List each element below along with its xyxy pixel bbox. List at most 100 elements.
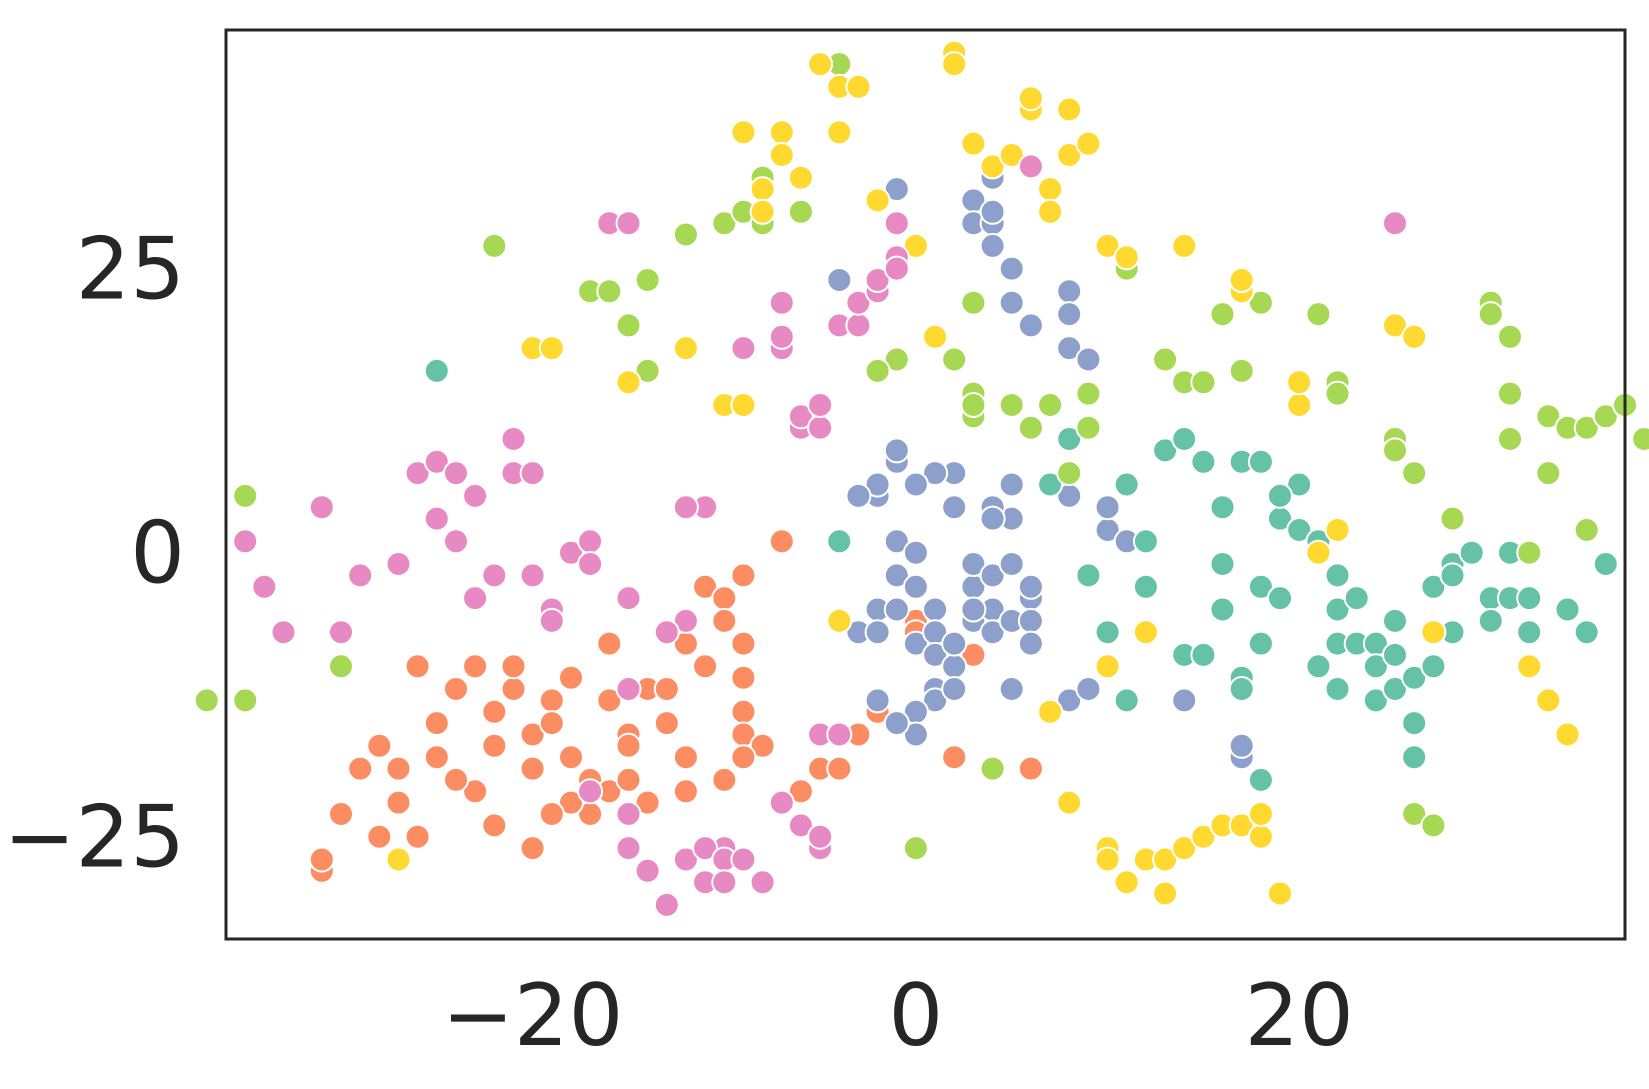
data-point [1056, 789, 1083, 816]
data-point [1017, 573, 1044, 600]
data-point [500, 426, 527, 452]
data-point [902, 232, 929, 259]
data-point [1286, 517, 1313, 543]
data-point [1037, 471, 1064, 498]
data-point [979, 198, 1006, 225]
data-point [462, 653, 489, 680]
data-point [864, 267, 891, 293]
y-tick-label: −25 [4, 788, 186, 888]
data-point [538, 710, 565, 737]
data-point [826, 267, 853, 293]
data-point [902, 630, 929, 657]
data-point [385, 846, 412, 873]
data-point [538, 335, 565, 362]
data-point [1554, 596, 1581, 623]
data-point [1209, 494, 1236, 521]
data-point [730, 846, 757, 873]
data-point [1343, 585, 1370, 612]
data-point [615, 676, 642, 702]
data-point [1286, 369, 1313, 396]
data-point [1056, 335, 1083, 362]
data-point [749, 176, 776, 203]
data-point [1401, 801, 1428, 827]
data-point [596, 278, 623, 305]
data-point [1382, 607, 1408, 634]
data-point [577, 778, 604, 805]
data-point [1056, 426, 1083, 452]
data-point [845, 482, 872, 509]
data-point [730, 698, 757, 725]
data-point [1362, 687, 1389, 714]
data-point [1324, 676, 1351, 702]
data-point [672, 744, 699, 771]
data-point [347, 755, 374, 782]
data-point [443, 766, 469, 793]
data-point [462, 482, 489, 509]
data-point [308, 846, 335, 873]
data-point [193, 687, 220, 714]
data-point [1401, 460, 1428, 487]
data-point [1075, 130, 1102, 157]
data-point [1401, 664, 1428, 691]
data-point [615, 766, 642, 793]
data-point [1267, 585, 1293, 612]
data-point [768, 142, 795, 168]
data-point [1017, 607, 1044, 634]
data-point [902, 721, 929, 748]
data-point [1190, 641, 1217, 668]
data-point [615, 835, 642, 862]
data-point [1037, 392, 1064, 418]
data-point [1382, 641, 1408, 668]
data-point [1037, 198, 1064, 225]
data-point [1439, 505, 1466, 532]
data-point [538, 687, 565, 714]
data-point [1075, 562, 1102, 589]
data-point [979, 153, 1006, 180]
data-point [1401, 710, 1428, 737]
data-point [615, 369, 642, 396]
data-point [538, 607, 565, 634]
data-point [1132, 528, 1159, 555]
data-point [768, 289, 795, 316]
data-point [1056, 687, 1083, 714]
data-point [1094, 846, 1121, 873]
data-point [960, 392, 987, 418]
data-point [672, 494, 699, 521]
data-point [1113, 869, 1140, 896]
data-point [902, 539, 929, 566]
data-point [787, 778, 814, 805]
data-point [558, 789, 584, 816]
data-point [615, 801, 642, 827]
data-point [270, 619, 297, 646]
data-point [519, 721, 546, 748]
data-point [519, 755, 546, 782]
data-point [1228, 812, 1255, 839]
data-point [1152, 346, 1179, 373]
data-point [443, 460, 469, 487]
data-point [634, 357, 661, 384]
data-point [1228, 676, 1255, 702]
data-point [251, 573, 278, 600]
data-point [902, 835, 929, 862]
data-point [1516, 619, 1543, 646]
data-point [672, 335, 699, 362]
data-point [1056, 278, 1083, 305]
data-point [1113, 687, 1140, 714]
data-point [922, 687, 949, 714]
data-point [864, 471, 891, 498]
data-point [1324, 517, 1351, 543]
data-point [1324, 380, 1351, 407]
data-point [404, 823, 431, 850]
data-point [711, 766, 738, 793]
data-point [941, 630, 968, 657]
data-point [1535, 403, 1562, 430]
data-point [1209, 301, 1236, 328]
data-point [998, 289, 1025, 316]
data-point [385, 755, 412, 782]
data-point [481, 732, 508, 759]
data-point [423, 448, 450, 475]
data-point [232, 482, 259, 509]
data-point [519, 460, 546, 487]
data-point [1209, 596, 1236, 623]
